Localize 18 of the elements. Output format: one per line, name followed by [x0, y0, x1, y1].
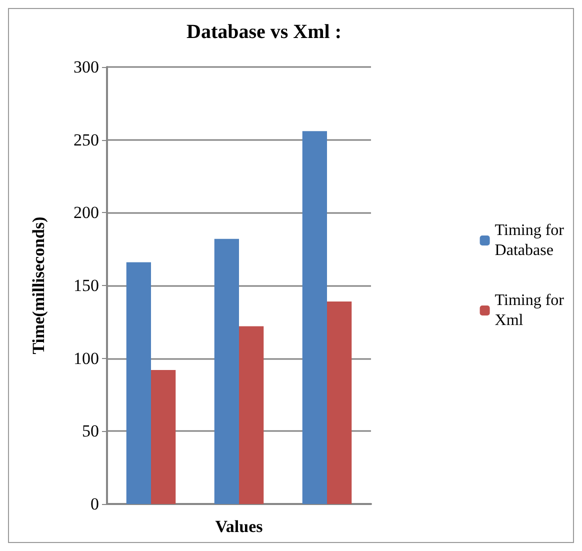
y-tick-label: 100 [74, 348, 99, 368]
y-tick-label: 0 [90, 494, 99, 514]
legend-label: Timing for Database [494, 222, 565, 259]
y-tick-label: 200 [74, 203, 99, 222]
y-tick-label: 250 [74, 130, 99, 150]
bar [214, 238, 239, 504]
bar [126, 262, 151, 504]
y-tick-label: 150 [74, 276, 99, 295]
bar [151, 370, 176, 504]
bar [327, 302, 352, 504]
y-tick-label: 300 [74, 58, 99, 76]
legend-label: Timing for Xml [494, 292, 565, 329]
y-axis-title: Time(milliseconds) [29, 216, 48, 354]
chart-title: Database vs Xml : [186, 21, 342, 43]
bar [302, 131, 327, 504]
bar [239, 326, 264, 504]
x-axis-title: Values [215, 517, 264, 536]
y-tick-label: 50 [82, 422, 99, 441]
